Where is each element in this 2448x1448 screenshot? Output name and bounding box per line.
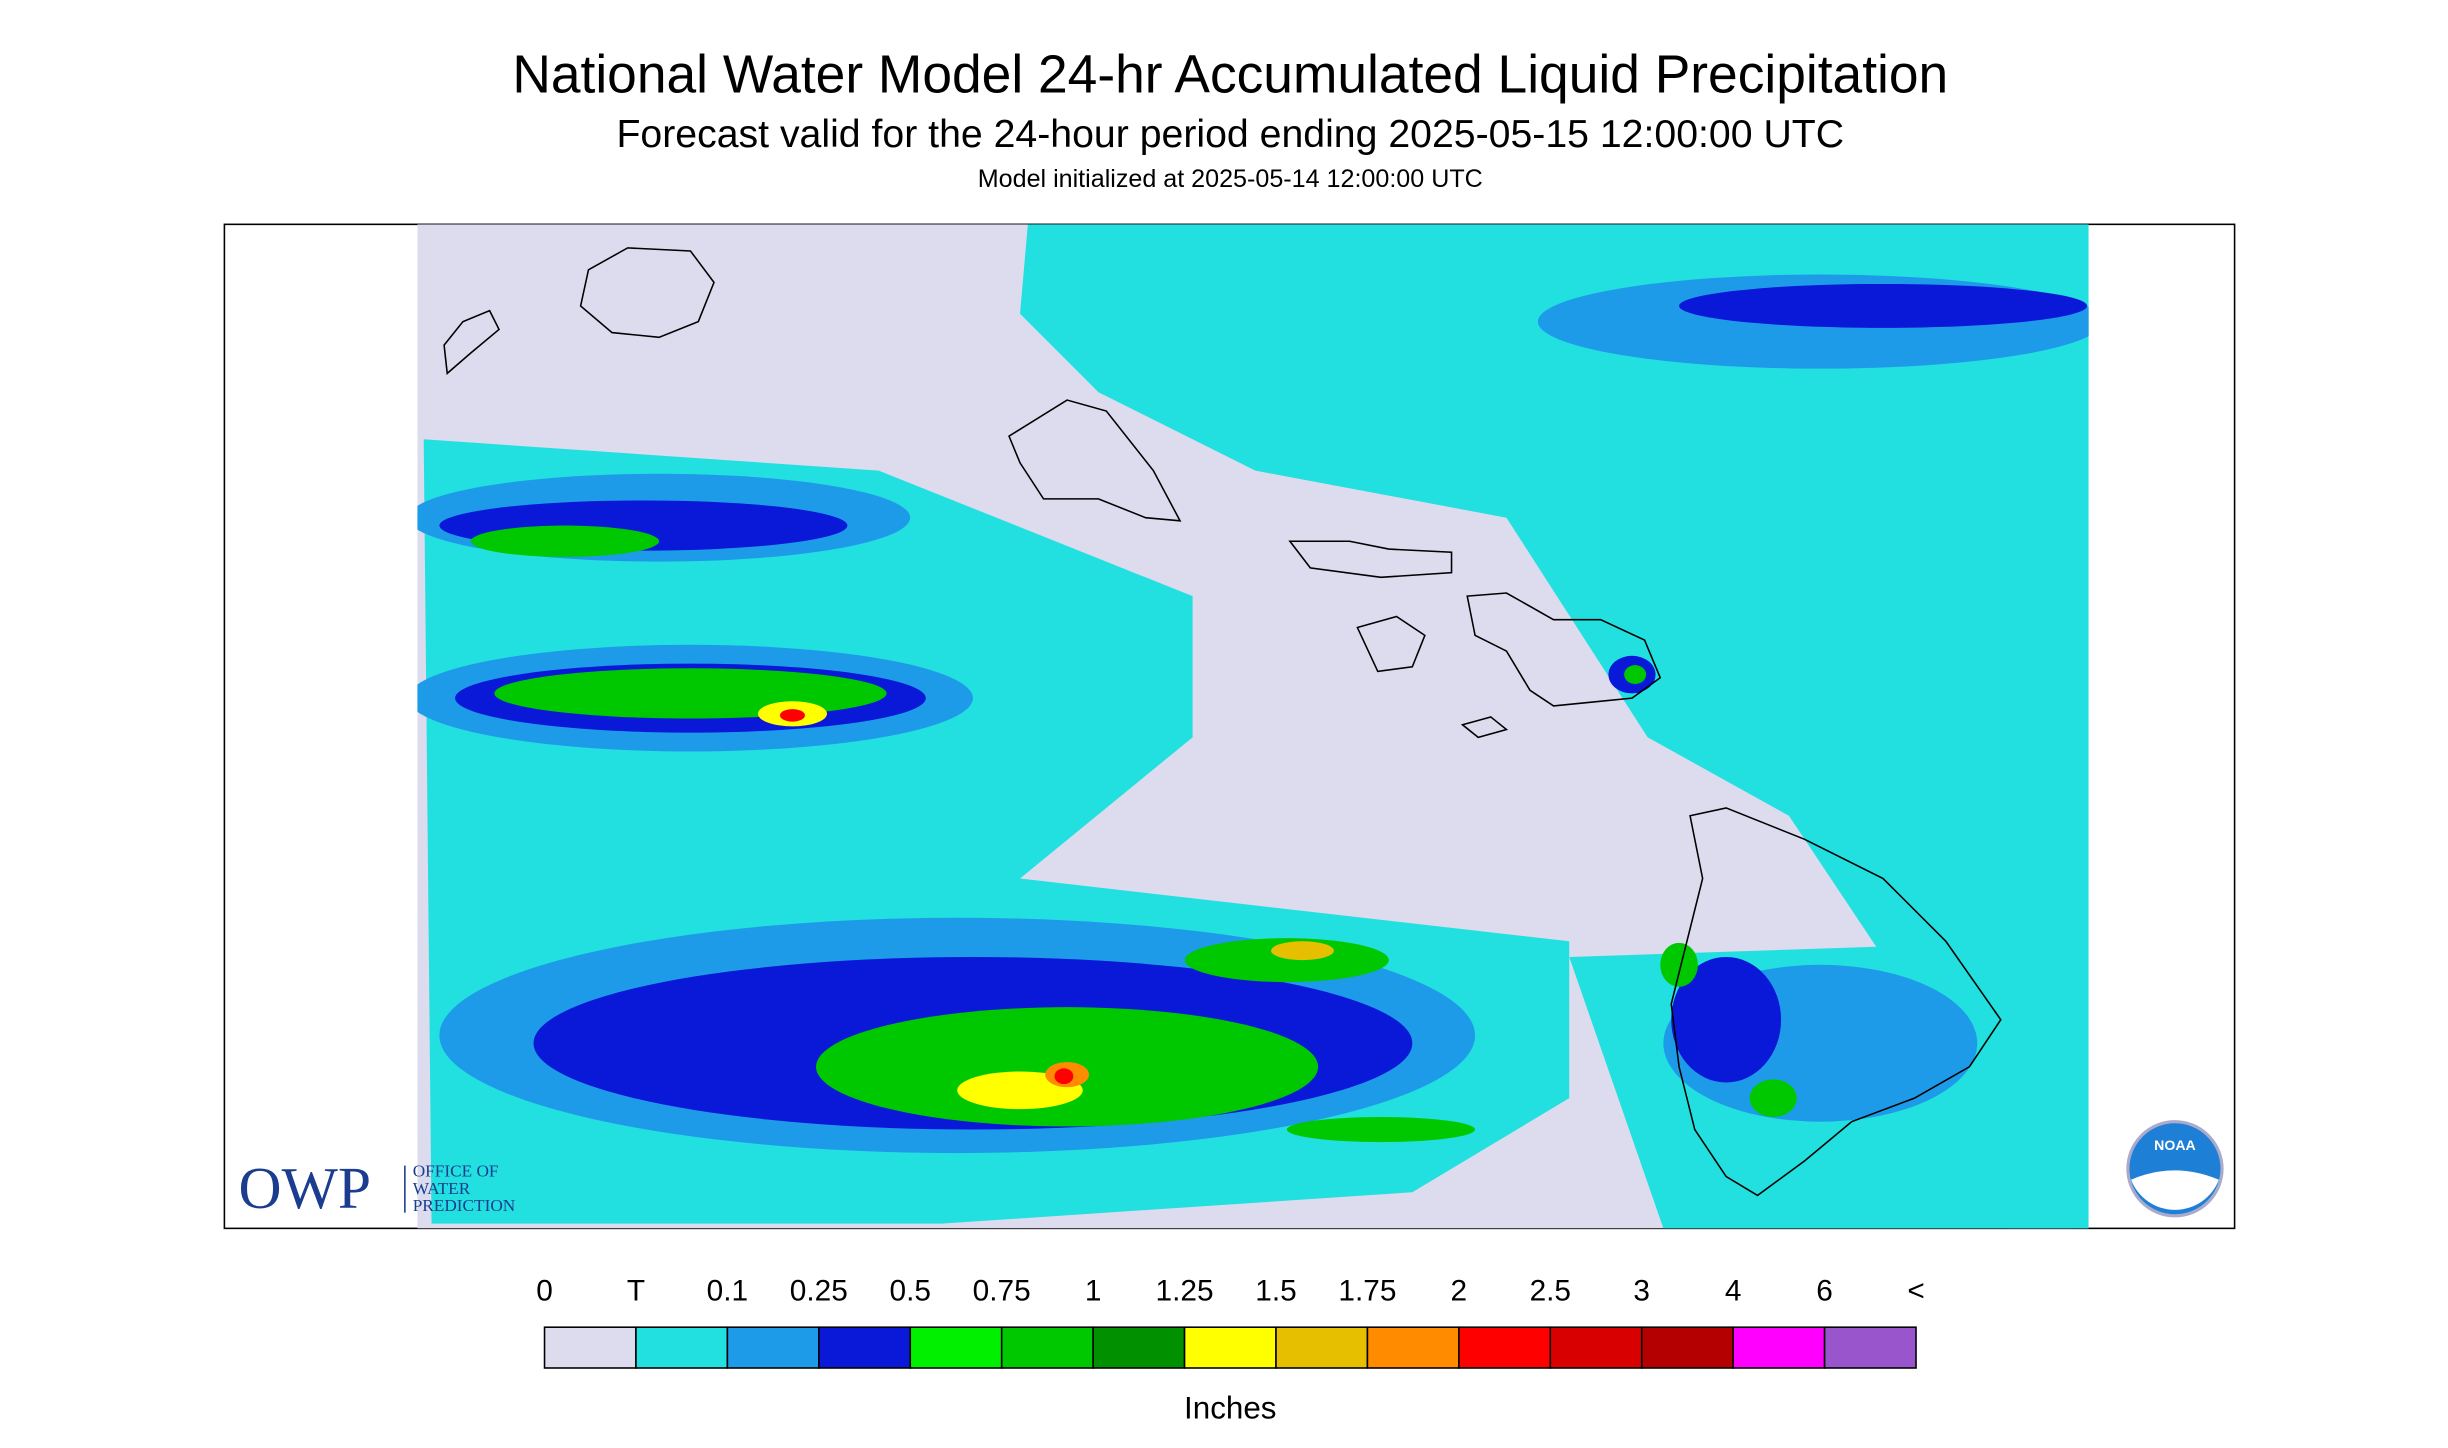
legend-swatch	[543, 1326, 637, 1369]
legend-label: 0	[536, 1275, 553, 1308]
legend-label: 3	[1633, 1275, 1650, 1308]
owp-mark: OWP	[239, 1155, 371, 1221]
owp-name: PREDICTION	[413, 1196, 516, 1215]
legend-label: 0.1	[707, 1275, 748, 1308]
legend-label: 1.25	[1156, 1275, 1214, 1308]
legend: 0 T 0.1 0.25 0.5 0.75 1 1.25 1.5 1.75 2 2.5 3 4 6 <	[536, 1275, 1925, 1369]
legend-swatch	[1549, 1326, 1643, 1369]
legend-label: 0.5	[890, 1275, 931, 1308]
legend-swatch	[1458, 1326, 1552, 1369]
legend-label: 4	[1725, 1275, 1742, 1308]
title: National Water Model 24-hr Accumulated L…	[512, 46, 1948, 105]
legend-swatch	[726, 1326, 820, 1369]
legend-swatch	[1183, 1326, 1277, 1369]
legend-label: T	[627, 1275, 645, 1308]
noaa-mark: NOAA	[2154, 1137, 2196, 1153]
legend-label: 0.75	[973, 1275, 1031, 1308]
legend-label: <	[1907, 1275, 1924, 1308]
precip-field	[417, 224, 2089, 1229]
owp-logo: OWP OFFICE OF WATER PREDICTION	[239, 1155, 516, 1221]
owp-name: WATER	[413, 1179, 471, 1198]
legend-unit: Inches	[1184, 1391, 1276, 1426]
owp-name: OFFICE OF	[413, 1162, 499, 1181]
legend-label: 2	[1451, 1275, 1468, 1308]
legend-swatch	[1275, 1326, 1369, 1369]
noaa-logo: NOAA	[2126, 1120, 2224, 1218]
legend-label: 0.25	[790, 1275, 848, 1308]
legend-label: 2.5	[1530, 1275, 1571, 1308]
legend-swatch	[1092, 1326, 1186, 1369]
legend-swatch	[818, 1326, 912, 1369]
legend-swatch	[909, 1326, 1003, 1369]
legend-swatch	[1823, 1326, 1917, 1369]
legend-swatch	[1640, 1326, 1734, 1369]
legend-swatch	[1366, 1326, 1460, 1369]
legend-swatch	[635, 1326, 729, 1369]
legend-label: 6	[1816, 1275, 1833, 1308]
subtitle: Forecast valid for the 24-hour period en…	[616, 112, 1844, 156]
legend-label: 1.5	[1255, 1275, 1296, 1308]
legend-swatch	[1000, 1326, 1094, 1369]
legend-swatch	[1732, 1326, 1826, 1369]
init-time: Model initialized at 2025-05-14 12:00:00…	[978, 165, 1483, 193]
legend-label: 1	[1085, 1275, 1102, 1308]
legend-label: 1.75	[1338, 1275, 1396, 1308]
